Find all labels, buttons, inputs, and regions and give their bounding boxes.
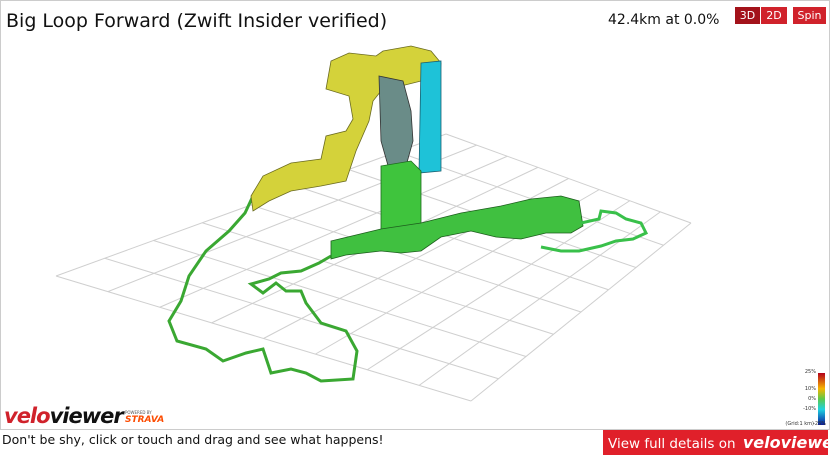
strava: STRAVA <box>125 415 165 425</box>
gradient-scale <box>818 373 825 425</box>
status: 42.4km at 0.0% <box>608 12 720 28</box>
ground-grid <box>55 133 692 402</box>
route-low <box>167 195 359 383</box>
route-tower <box>378 75 414 170</box>
button-spin[interactable]: Spin <box>793 7 826 24</box>
route-right-loop <box>540 209 649 253</box>
ground-grid-line <box>55 275 472 402</box>
logo[interactable]: veloviewer <box>4 404 124 428</box>
legend-label: 10% <box>804 386 816 392</box>
logo-black: viewer <box>49 404 124 428</box>
logo-red: velo <box>4 404 51 428</box>
legend-label: -10% <box>803 406 816 412</box>
cta-logo: veloviewer <box>742 433 832 452</box>
powered-by: POWERED BY <box>125 410 152 415</box>
ground-grid-line <box>366 200 631 371</box>
legend-label: 0% <box>808 396 816 402</box>
title: Big Loop Forward (Zwift Insider verified… <box>6 10 388 32</box>
ground-grid-line <box>202 222 554 335</box>
button-2d[interactable]: 2D <box>761 7 787 24</box>
route-tower <box>418 60 442 174</box>
ground-grid-line <box>153 240 527 357</box>
legend-label: 25% <box>804 369 816 375</box>
grid-note: (Grid:1 km) <box>785 421 814 427</box>
ground-grid-line <box>104 257 499 380</box>
cta-text: View full details on <box>608 436 736 452</box>
hint: Don't be shy, click or touch and drag an… <box>2 432 384 447</box>
button-3d[interactable]: 3D <box>735 7 760 24</box>
viewer[interactable] <box>0 0 830 430</box>
view-details-button[interactable]: View full details on veloviewer <box>603 430 832 455</box>
route-tower <box>380 160 422 238</box>
ground-grid-line <box>250 204 582 313</box>
route-right <box>330 195 584 260</box>
route-3d[interactable] <box>1 1 829 429</box>
legend-label: -25% <box>813 421 826 427</box>
ground-grid-line <box>470 222 692 402</box>
